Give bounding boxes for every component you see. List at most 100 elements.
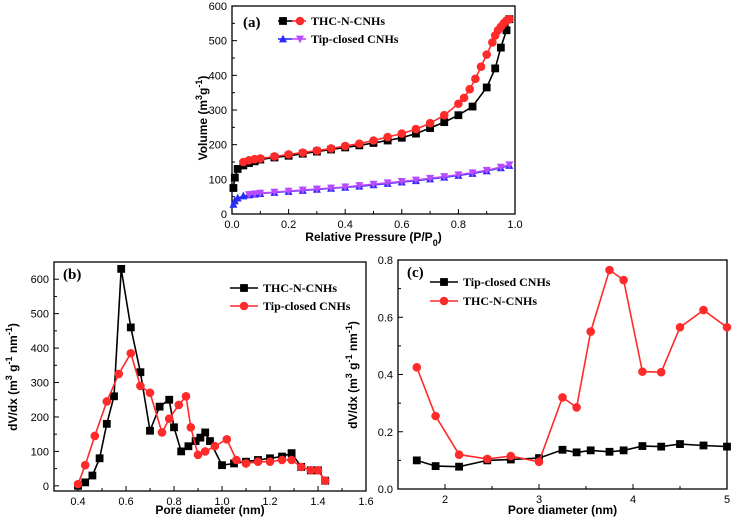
data-point — [206, 437, 214, 445]
data-point — [298, 186, 307, 195]
data-point — [383, 132, 392, 142]
axis-label-part: Volume (m — [196, 100, 210, 160]
x-tick-label: 0.4 — [338, 219, 353, 231]
y-tick-label: 300 — [209, 105, 227, 117]
chart-panel-a: 0.0 0.2 0.4 0.6 0.8 1.0 0 100 200 300 400 500 600 Rel… — [194, 1, 523, 248]
legend-entry: THC-N-CNHs — [230, 281, 337, 295]
x-tick-label: 0.8 — [166, 496, 181, 508]
data-point — [699, 305, 708, 315]
data-point — [81, 478, 90, 487]
data-point — [284, 187, 293, 196]
data-point — [482, 83, 491, 92]
axis-label-part: -1 — [344, 325, 354, 333]
data-point — [491, 64, 500, 73]
data-point — [440, 118, 449, 127]
legend-entry: THC-N-CNHs — [430, 294, 537, 308]
data-point — [586, 446, 595, 455]
data-point — [136, 368, 145, 377]
data-point — [440, 173, 449, 181]
data-point — [534, 457, 544, 467]
x-tick-label: 3 — [536, 494, 542, 506]
data-point — [505, 161, 514, 170]
data-point — [320, 476, 330, 485]
axis-label-part: 3 — [194, 95, 204, 100]
data-point — [355, 182, 364, 190]
data-point — [558, 393, 567, 402]
data-point — [454, 111, 463, 120]
data-point — [256, 189, 265, 198]
data-point — [229, 184, 238, 192]
legend-entry: Tip-closed CNHs — [230, 299, 351, 313]
panel-label: (b) — [63, 267, 81, 283]
data-point — [488, 38, 497, 47]
y-tick-label: 0.2 — [378, 427, 393, 439]
series-0 — [412, 440, 731, 471]
y-tick-label: 600 — [31, 274, 49, 286]
data-point — [482, 50, 492, 59]
data-point — [340, 141, 350, 151]
data-point — [284, 150, 293, 159]
data-point — [572, 448, 581, 457]
data-point — [468, 169, 477, 178]
legend-label: THC-N-CNHs — [263, 281, 337, 295]
data-point — [411, 176, 420, 185]
data-point — [193, 450, 203, 460]
data-point — [296, 462, 306, 472]
data-point — [174, 400, 184, 410]
series-3 — [244, 161, 514, 199]
data-point — [80, 460, 90, 470]
axis-label-part: 0 — [433, 238, 438, 248]
data-point — [431, 411, 440, 421]
panel-label: (c) — [407, 265, 424, 281]
legend-label: Tip-closed CNHs — [311, 32, 399, 46]
data-point — [90, 431, 100, 441]
data-point — [605, 265, 614, 275]
legend-marker — [439, 296, 449, 306]
data-point — [619, 446, 628, 455]
data-point — [287, 455, 296, 465]
data-point — [327, 184, 336, 193]
data-point — [110, 392, 118, 401]
data-point — [88, 471, 97, 480]
data-point — [397, 178, 406, 186]
data-point — [675, 322, 685, 332]
data-point — [656, 367, 666, 377]
y-tick-label: 500 — [31, 309, 49, 321]
axis-label-part: dV/dx (m — [6, 380, 20, 431]
data-point — [117, 264, 126, 273]
x-tick-label: 2 — [442, 494, 448, 506]
data-point — [218, 461, 226, 470]
data-point — [482, 166, 491, 175]
data-point — [605, 447, 614, 456]
data-point — [454, 450, 464, 459]
data-point — [355, 139, 364, 148]
data-point — [95, 454, 104, 463]
data-point — [426, 174, 435, 183]
legend-marker — [296, 35, 304, 44]
y-tick-label: 200 — [209, 140, 227, 152]
data-point — [230, 173, 239, 182]
data-point — [468, 102, 477, 111]
axis-label-part: ) — [6, 323, 20, 327]
data-point — [102, 419, 111, 428]
data-point — [244, 191, 253, 199]
data-point — [241, 459, 251, 468]
axis-label-part: -1 — [344, 354, 354, 362]
legend-label: Tip-closed CNHs — [463, 275, 551, 289]
data-point — [425, 118, 435, 128]
axis-label-part: nm — [6, 335, 20, 356]
data-point — [277, 455, 287, 465]
data-point — [126, 348, 136, 358]
x-axis-label: Pore diameter (nm) — [155, 503, 264, 517]
axis-label-part: -1 — [4, 356, 14, 364]
data-point — [496, 163, 505, 172]
legend-marker — [295, 16, 305, 26]
data-point — [306, 466, 316, 475]
data-point — [638, 367, 647, 376]
x-tick-label: 1.0 — [507, 219, 522, 231]
data-point — [496, 43, 505, 52]
data-point — [253, 457, 263, 467]
data-point — [506, 451, 516, 461]
legend-marker — [279, 17, 287, 25]
